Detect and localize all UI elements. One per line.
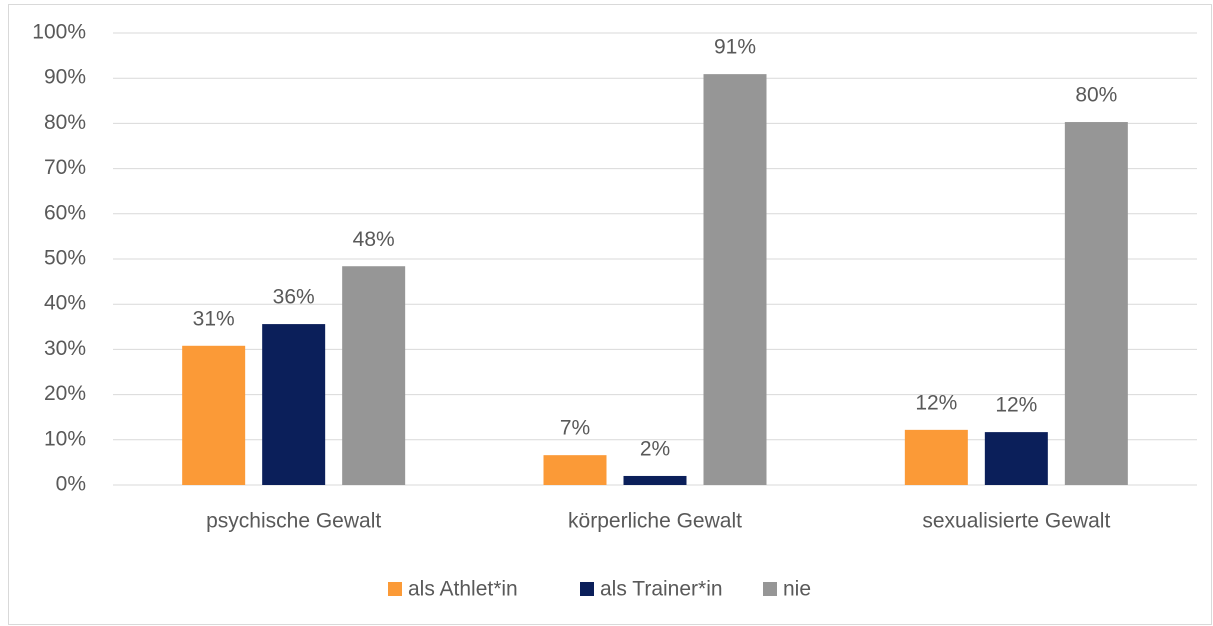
legend-label: als Athlet*in <box>408 578 518 601</box>
legend-swatch <box>388 582 402 596</box>
y-tick-label: 80% <box>44 111 86 134</box>
bar <box>703 74 767 485</box>
bar <box>623 475 687 485</box>
value-label: 48% <box>353 228 395 251</box>
y-tick-label: 50% <box>44 247 86 270</box>
y-tick-label: 20% <box>44 382 86 405</box>
bar <box>262 324 326 485</box>
value-label: 2% <box>640 438 670 461</box>
value-label: 80% <box>1075 84 1117 107</box>
y-tick-label: 40% <box>44 292 86 315</box>
chart-border <box>8 4 1212 625</box>
bar <box>543 455 607 485</box>
bar <box>984 432 1048 485</box>
bar <box>182 345 246 485</box>
y-tick-label: 30% <box>44 337 86 360</box>
x-tick-label: sexualisierte Gewalt <box>922 510 1110 533</box>
x-tick-label: körperliche Gewalt <box>568 510 742 533</box>
value-label: 7% <box>560 417 590 440</box>
y-tick-label: 10% <box>44 427 86 450</box>
x-tick-label: psychische Gewalt <box>206 510 381 533</box>
y-tick-label: 100% <box>32 21 86 44</box>
value-label: 31% <box>193 307 235 330</box>
value-label: 12% <box>915 391 957 414</box>
value-label: 91% <box>714 36 756 59</box>
bar <box>904 429 968 485</box>
value-label: 36% <box>273 286 315 309</box>
y-tick-label: 90% <box>44 66 86 89</box>
bar <box>1064 122 1128 485</box>
y-tick-label: 70% <box>44 156 86 179</box>
bar <box>342 266 406 485</box>
legend-label: nie <box>783 578 811 601</box>
legend-label: als Trainer*in <box>600 578 723 601</box>
legend-swatch <box>580 582 594 596</box>
y-tick-label: 0% <box>56 473 86 496</box>
y-tick-label: 60% <box>44 201 86 224</box>
legend-swatch <box>763 582 777 596</box>
value-label: 12% <box>995 394 1037 417</box>
